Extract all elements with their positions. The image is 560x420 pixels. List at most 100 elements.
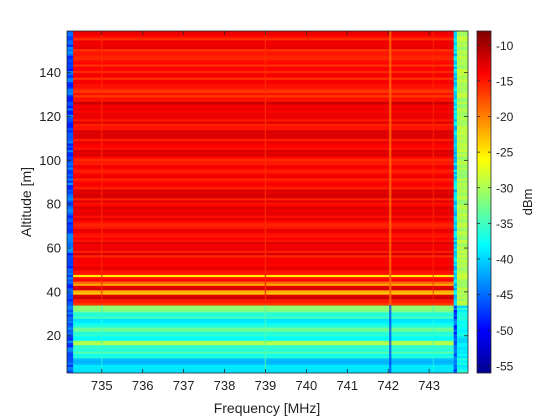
heat-row-edge: [67, 276, 74, 280]
heat-row-edge: [67, 302, 74, 306]
heat-row: [73, 107, 455, 111]
heat-row: [73, 120, 455, 124]
heat-row-edge: [453, 265, 458, 269]
heat-row-edge: [453, 208, 458, 212]
carrier-line: [389, 31, 392, 306]
heat-row-edge: [67, 248, 74, 251]
heat-row-edge: [456, 269, 468, 273]
colorbar-tick-label: -10: [496, 39, 514, 53]
heat-row-edge: [456, 202, 468, 205]
heat-row-edge: [67, 112, 74, 115]
heat-row: [73, 180, 455, 183]
heat-row: [73, 149, 455, 153]
heat-row: [73, 346, 455, 350]
heat-row-edge: [453, 199, 458, 203]
heat-row-edge: [456, 267, 468, 271]
x-tick-label: 739: [255, 378, 277, 393]
colorbar-label: dBm: [520, 189, 535, 216]
heat-row: [73, 96, 455, 100]
heat-row-edge: [456, 114, 468, 118]
heat-row: [73, 105, 455, 109]
heat-row-edge: [67, 291, 74, 295]
heat-row-edge: [456, 158, 468, 161]
heat-row-edge: [456, 294, 468, 297]
colorbar-ticks: -55 -50 -45 -40 -35 -30 -25 -20 -15 -10: [477, 39, 514, 373]
heat-row: [73, 307, 455, 311]
heat-row-edge: [453, 274, 458, 278]
heat-row: [73, 160, 455, 164]
heat-row-edge: [453, 283, 458, 286]
heat-row-edge: [456, 109, 468, 113]
heat-row-edge: [453, 294, 458, 297]
heat-row-edge: [456, 208, 468, 212]
x-axis-label: Frequency [MHz]: [214, 400, 321, 416]
heat-row-edge: [453, 263, 458, 267]
heat-row-edge: [67, 160, 74, 164]
heat-row: [73, 197, 455, 201]
heat-row-edge: [67, 195, 74, 199]
heat-row: [73, 37, 455, 41]
heat-row-edge: [453, 355, 458, 359]
heat-row-edge: [67, 96, 74, 100]
heat-row-edge: [453, 149, 458, 153]
heat-row-edge: [453, 228, 458, 232]
heat-row-edge: [453, 206, 458, 210]
heat-row-edge: [453, 169, 458, 172]
heat-row-edge: [453, 72, 458, 76]
heat-row: [73, 337, 455, 341]
heat-row: [73, 112, 455, 115]
heat-row-edge: [67, 298, 74, 302]
heat-row-edge: [453, 234, 458, 238]
heat-row-edge: [453, 329, 458, 332]
heat-row: [73, 223, 455, 227]
heat-row-edge: [67, 59, 74, 63]
heat-row: [73, 324, 455, 328]
heat-row-edge: [456, 123, 468, 126]
heat-row-edge: [67, 342, 74, 346]
heat-row-edge: [453, 348, 458, 352]
heat-row-edge: [453, 289, 458, 293]
heat-row-edge: [453, 241, 458, 245]
heat-row: [73, 127, 455, 131]
heat-row-edge: [456, 259, 468, 262]
heat-row-edge: [453, 70, 458, 74]
heat-row: [73, 283, 455, 286]
heat-row-edge: [453, 147, 458, 150]
heat-row-edge: [67, 162, 74, 166]
heat-row-edge: [67, 322, 74, 326]
heat-row-edge: [67, 191, 74, 194]
heat-row-edge: [67, 241, 74, 245]
heat-row-edge: [453, 212, 458, 216]
heat-row-edge: [453, 52, 458, 56]
heat-row-edge: [456, 101, 468, 104]
heat-row-edge: [67, 48, 74, 52]
heat-row-edge: [456, 127, 468, 131]
colorbar-tick-label: -35: [496, 217, 514, 231]
heat-row: [73, 118, 455, 122]
heat-row: [73, 199, 455, 203]
heat-row: [73, 98, 455, 102]
heat-row: [73, 151, 455, 155]
y-axis-label: Altitude [m]: [18, 167, 34, 237]
heat-row-edge: [453, 66, 458, 69]
heat-row-edge: [453, 248, 458, 251]
heat-row-edge: [67, 210, 74, 214]
heat-row-edge: [456, 298, 468, 302]
heat-row-edge: [453, 359, 458, 363]
heat-row: [73, 164, 455, 168]
heat-row-edge: [67, 140, 74, 144]
heat-row-edge: [456, 313, 468, 317]
heat-row-edge: [453, 204, 458, 207]
heat-row: [73, 237, 455, 240]
heat-row-edge: [453, 57, 458, 61]
heat-row-edge: [67, 202, 74, 205]
heat-row: [73, 252, 455, 256]
heat-row-edge: [453, 125, 458, 129]
heat-row: [73, 230, 455, 234]
heat-row-edge: [456, 136, 468, 140]
heat-row-edge: [453, 59, 458, 63]
heat-row-edge: [67, 245, 74, 249]
heat-row-edge: [67, 232, 74, 236]
heat-row-edge: [453, 331, 458, 335]
heat-row: [73, 103, 455, 107]
